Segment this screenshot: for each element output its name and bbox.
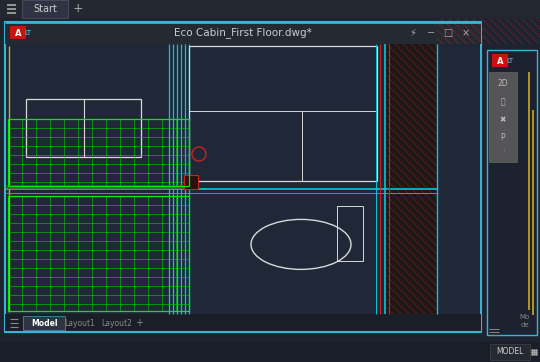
Text: □: □	[443, 28, 453, 38]
Text: LT: LT	[507, 58, 514, 64]
Text: Eco Cabin_First Floor.dwg*: Eco Cabin_First Floor.dwg*	[174, 28, 312, 38]
Bar	[8, 119, 189, 186]
Bar	[490, 344, 530, 360]
Text: A: A	[15, 29, 21, 38]
Text: P: P	[501, 134, 505, 143]
Bar	[6, 44, 480, 314]
Text: LT: LT	[24, 30, 31, 36]
Bar	[23, 316, 65, 330]
Text: ✋: ✋	[501, 97, 505, 106]
Text: ×: ×	[462, 28, 470, 38]
Text: de: de	[521, 322, 529, 328]
Text: A: A	[497, 56, 503, 66]
Text: Model: Model	[31, 319, 57, 328]
Text: Start: Start	[33, 4, 57, 14]
Text: ⚡: ⚡	[409, 28, 416, 38]
Bar	[0, 0, 540, 18]
Text: Layout2: Layout2	[102, 319, 132, 328]
Bar	[10, 26, 26, 39]
Text: ·: ·	[502, 147, 504, 156]
Bar	[184, 175, 198, 189]
Bar	[189, 46, 377, 181]
Bar	[487, 50, 537, 335]
Bar	[22, 0, 68, 18]
Bar	[492, 54, 508, 67]
Text: MODEL: MODEL	[496, 348, 524, 357]
Text: Layout1: Layout1	[65, 319, 96, 328]
Bar	[8, 196, 189, 311]
Text: Mo: Mo	[520, 314, 530, 320]
Text: +: +	[73, 3, 83, 16]
Text: ✖: ✖	[500, 115, 506, 125]
Bar	[5, 314, 481, 332]
Bar	[337, 206, 363, 261]
Bar	[26, 99, 141, 157]
Bar	[0, 342, 540, 362]
Text: −: −	[427, 28, 435, 38]
Bar	[5, 22, 481, 44]
Bar	[489, 72, 517, 162]
Bar	[385, 44, 437, 314]
Bar	[5, 22, 481, 332]
Text: +: +	[135, 318, 143, 328]
Text: 2D: 2D	[498, 80, 508, 88]
